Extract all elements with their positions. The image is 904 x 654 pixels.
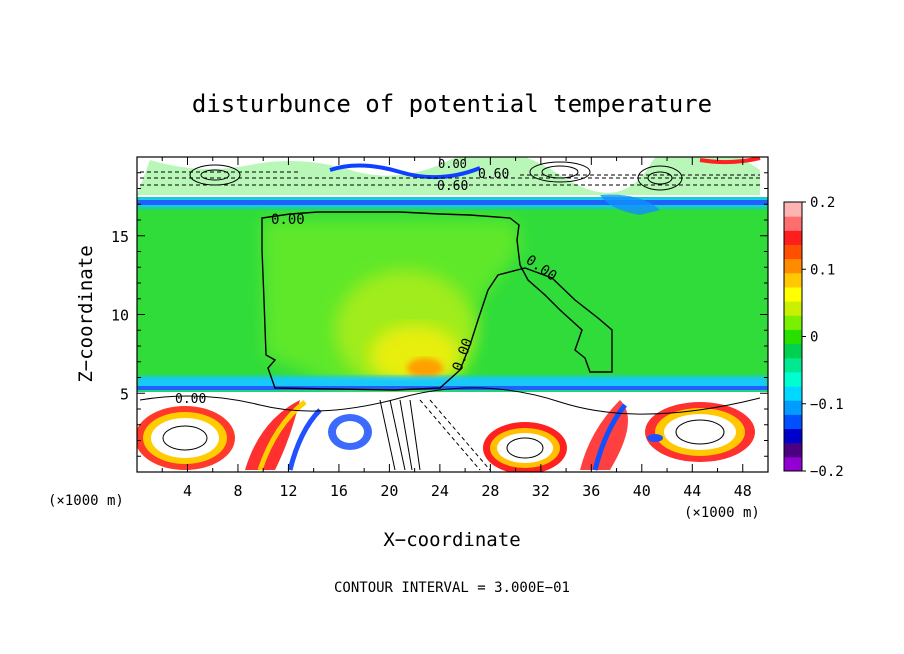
colorbar-swatch — [784, 456, 802, 472]
contour-label-top-2: 0.60 — [478, 167, 509, 182]
x-tick-label: 48 — [734, 482, 752, 500]
colorbar-swatch — [784, 286, 802, 302]
colorbar-ticks: 0.2 0.1 0 −0.1 −0.2 — [802, 195, 844, 480]
y-tick-label: 10 — [111, 307, 129, 325]
field-top-closed-contours — [189, 161, 683, 191]
colorbar-swatch — [784, 414, 802, 430]
x-tick-label: 32 — [532, 482, 550, 500]
colorbar-swatch — [784, 343, 802, 359]
colorbar-tick-label: 0 — [810, 330, 818, 346]
field-lower-blue-band — [137, 386, 768, 390]
colorbar-swatch — [784, 272, 802, 288]
colorbar-swatch — [784, 371, 802, 387]
zero-contour-main — [261, 211, 613, 391]
colorbar-swatch — [784, 357, 802, 373]
colorbar-swatch — [784, 301, 802, 316]
field-top-red — [699, 157, 761, 165]
contour-label-top-3: 0.00 — [438, 157, 467, 171]
contour-label-low-left: 0.00 — [175, 392, 206, 407]
x-tick-label: 40 — [633, 482, 651, 500]
colorbar — [784, 202, 802, 472]
chart-title: disturbunce of potential temperature — [192, 90, 712, 118]
x-axis-ticks: 4 8 12 16 20 24 28 32 36 40 44 48 — [161, 157, 752, 500]
x-tick-label: 28 — [481, 482, 499, 500]
x-tick-label: 8 — [233, 482, 242, 500]
field-top-contours — [140, 171, 760, 186]
colorbar-swatch — [784, 386, 802, 401]
colorbar-swatch — [784, 258, 802, 274]
x-tick-label: 20 — [380, 482, 398, 500]
colorbar-swatch — [784, 329, 802, 345]
temperature-field — [137, 157, 768, 472]
contour-interval-note: CONTOUR INTERVAL = 3.000E−01 — [334, 580, 570, 596]
x-tick-label: 12 — [279, 482, 297, 500]
contour-label-upper-left: 0.00 — [271, 212, 305, 228]
colorbar-swatch — [784, 202, 802, 217]
field-upper-blue-band — [137, 200, 768, 205]
field-bottom-rolls — [137, 399, 755, 472]
colorbar-swatch — [784, 230, 802, 245]
colorbar-swatch — [784, 244, 802, 260]
field-blue-blob-right — [600, 194, 660, 215]
y-tick-label: 5 — [120, 385, 129, 403]
field-orange-core — [407, 358, 443, 378]
colorbar-swatch — [784, 400, 802, 415]
y-axis-ticks: 5 10 15 — [111, 172, 768, 457]
field-bottom-contours — [139, 387, 761, 459]
x-tick-label: 24 — [431, 482, 449, 500]
x-unit-right: (×1000 m) — [684, 505, 760, 521]
x-axis-label: X−coordinate — [383, 529, 520, 551]
x-unit-left: (×1000 m) — [48, 493, 124, 509]
colorbar-swatch — [784, 315, 802, 330]
y-axis-label: Z−coordinate — [75, 245, 97, 382]
x-tick-label: 36 — [582, 482, 600, 500]
colorbar-tick-label: 0.1 — [810, 262, 835, 278]
x-tick-label: 16 — [330, 482, 348, 500]
colorbar-tick-label: −0.2 — [810, 464, 844, 480]
colorbar-swatch — [784, 442, 802, 458]
contour-label-top-1: 0.60 — [437, 179, 468, 194]
colorbar-tick-label: −0.1 — [810, 397, 844, 413]
colorbar-swatch — [784, 428, 802, 444]
colorbar-tick-label: 0.2 — [810, 195, 835, 211]
x-tick-label: 4 — [183, 482, 192, 500]
colorbar-swatch — [784, 216, 802, 231]
field-top-blue — [329, 163, 481, 180]
x-tick-label: 44 — [683, 482, 701, 500]
y-tick-label: 15 — [111, 228, 129, 246]
